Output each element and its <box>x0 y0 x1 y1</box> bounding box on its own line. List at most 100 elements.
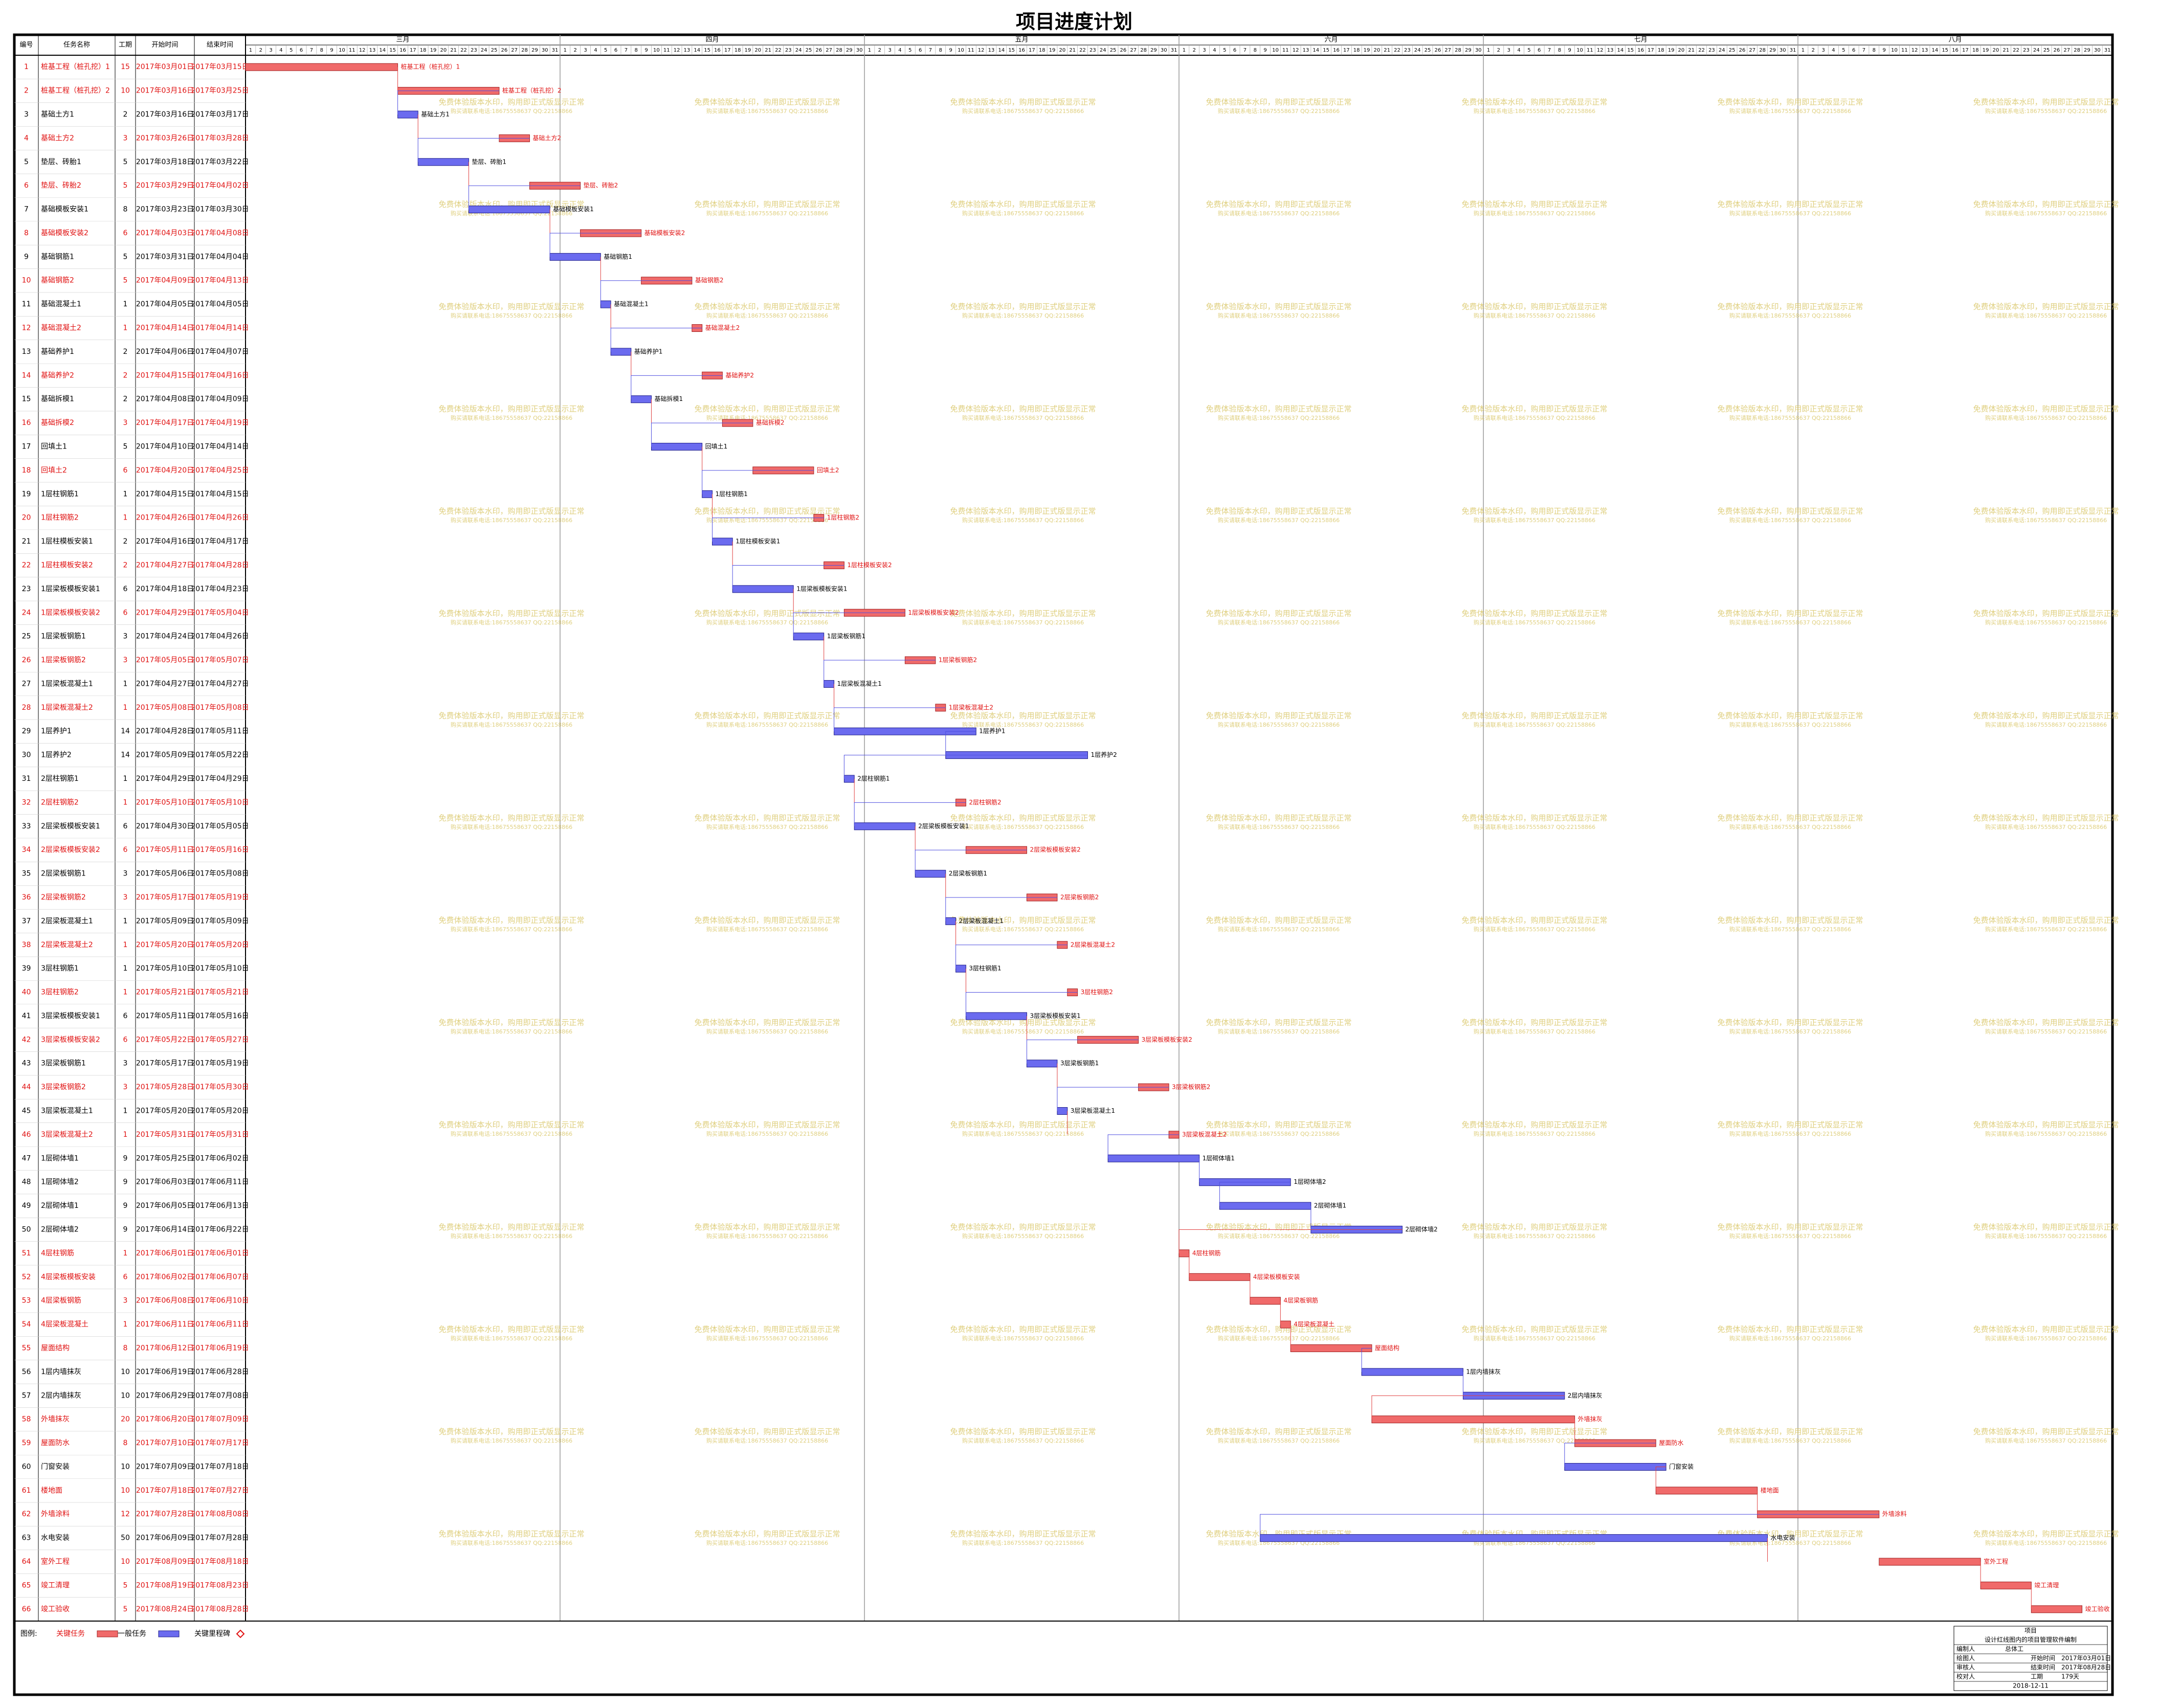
task-bar <box>1280 1320 1291 1329</box>
day-label: 30 <box>2094 48 2101 53</box>
watermark: 购买请联系电话:18675558637 QQ:22158866 <box>451 1539 572 1546</box>
table-cell: 垫层、砖胎2 <box>41 182 81 190</box>
day-label: 2 <box>259 48 262 53</box>
column-header: 开始时间 <box>151 41 178 49</box>
table-cell: 13 <box>22 348 31 356</box>
table-cell: 2017年03月26日 <box>136 134 194 142</box>
watermark: 免费体验版本水印，购用即正式版显示正常 <box>694 916 840 925</box>
day-label: 21 <box>1069 48 1076 53</box>
day-label: 19 <box>430 48 437 53</box>
watermark: 购买请联系电话:18675558637 QQ:22158866 <box>1218 516 1340 524</box>
watermark: 购买请联系电话:18675558637 QQ:22158866 <box>1474 414 1595 421</box>
bar-label: 水电安装 <box>1771 1534 1795 1541</box>
table-cell: 基础模板安装2 <box>41 229 88 237</box>
watermark: 购买请联系电话:18675558637 QQ:22158866 <box>1218 619 1340 626</box>
table-cell: 1 <box>123 917 128 925</box>
table-cell: 1层柱钢筋2 <box>41 513 79 522</box>
info-text: 设计红线图内的项目管理软件编制 <box>1985 1636 2077 1644</box>
table-cell: 3层梁板混凝土1 <box>41 1107 93 1115</box>
table-cell: 2017年05月21日 <box>136 988 194 997</box>
link-line <box>843 755 1088 779</box>
day-label: 20 <box>1373 48 1380 53</box>
table-cell: 51 <box>22 1249 31 1257</box>
info-text: 工期 <box>2031 1673 2043 1680</box>
table-cell: 2017年04月14日 <box>191 324 249 332</box>
watermark: 免费体验版本水印，购用即正式版显示正常 <box>1973 711 2119 721</box>
watermark: 免费体验版本水印，购用即正式版显示正常 <box>694 1120 840 1130</box>
day-label: 20 <box>1678 48 1685 53</box>
watermark: 购买请联系电话:18675558637 QQ:22158866 <box>1729 823 1851 830</box>
watermark: 免费体验版本水印，购用即正式版显示正常 <box>1973 507 2119 516</box>
link-line <box>732 565 844 589</box>
watermark: 免费体验版本水印，购用即正式版显示正常 <box>1973 814 2119 823</box>
day-label: 29 <box>1150 48 1157 53</box>
table-cell: 1层砌体墙1 <box>41 1154 79 1162</box>
day-label: 8 <box>1558 48 1561 53</box>
day-label: 16 <box>1018 48 1025 53</box>
day-label: 6 <box>614 48 617 53</box>
watermark: 购买请联系电话:18675558637 QQ:22158866 <box>1729 1028 1851 1035</box>
link-line <box>549 233 641 257</box>
bar-label: 2层梁板模板安装2 <box>1030 846 1080 853</box>
link-line <box>945 897 1057 922</box>
table-cell: 58 <box>22 1415 31 1424</box>
watermark: 免费体验版本水印，购用即正式版显示正常 <box>1717 1325 1863 1334</box>
frame <box>13 33 2114 1696</box>
day-label: 14 <box>998 48 1005 53</box>
table-cell: 2017年04月10日 <box>136 443 194 451</box>
day-label: 9 <box>644 48 648 53</box>
watermark: 免费体验版本水印，购用即正式版显示正常 <box>1973 1018 2119 1027</box>
table-cell: 38 <box>22 941 31 949</box>
month-label: 五月 <box>1015 36 1029 44</box>
table-cell: 2017年06月10日 <box>191 1297 249 1305</box>
month-label: 六月 <box>1325 36 1338 44</box>
month-label: 四月 <box>705 36 719 44</box>
watermark: 购买请联系电话:18675558637 QQ:22158866 <box>962 823 1084 830</box>
table-cell: 47 <box>22 1154 31 1162</box>
table-cell: 基础钢筋1 <box>41 252 74 261</box>
day-label: 6 <box>1233 48 1236 53</box>
day-label: 11 <box>1587 48 1593 53</box>
table-cell: 2017年05月10日 <box>191 798 249 806</box>
watermark: 购买请联系电话:18675558637 QQ:22158866 <box>1729 210 1851 217</box>
table-cell: 2017年08月24日 <box>136 1605 194 1613</box>
day-label: 17 <box>1029 48 1035 53</box>
watermark: 免费体验版本水印，购用即正式版显示正常 <box>694 1427 840 1436</box>
task-bar <box>1290 1344 1372 1352</box>
watermark: 购买请联系电话:18675558637 QQ:22158866 <box>451 1130 572 1137</box>
table-cell: 56 <box>22 1368 31 1376</box>
day-label: 14 <box>1313 48 1319 53</box>
table-cell: 2017年03月15日 <box>191 63 249 71</box>
watermark: 免费体验版本水印，购用即正式版显示正常 <box>438 711 584 721</box>
table-cell: 2017年04月15日 <box>136 371 194 379</box>
watermark: 免费体验版本水印，购用即正式版显示正常 <box>694 507 840 516</box>
table-cell: 17 <box>22 443 31 451</box>
table-cell: 2017年06月02日 <box>191 1154 249 1162</box>
watermark: 购买请联系电话:18675558637 QQ:22158866 <box>1729 516 1851 524</box>
table-cell: 1 <box>123 1249 128 1257</box>
table-cell: 5 <box>123 277 128 285</box>
day-label: 12 <box>359 48 366 53</box>
watermark: 免费体验版本水印，购用即正式版显示正常 <box>1717 1018 1863 1027</box>
table-cell: 33 <box>22 822 31 830</box>
day-label: 29 <box>1465 48 1472 53</box>
watermark: 购买请联系电话:18675558637 QQ:22158866 <box>1474 926 1595 933</box>
day-label: 22 <box>1698 48 1705 53</box>
table-cell: 6 <box>123 609 128 617</box>
table-cell: 2017年05月11日 <box>191 727 249 735</box>
watermark: 免费体验版本水印，购用即正式版显示正常 <box>1206 1120 1351 1130</box>
table-cell: 2017年07月28日 <box>136 1510 194 1518</box>
table-cell: 桩基工程（桩孔挖）1 <box>41 62 110 71</box>
table-cell: 2017年03月30日 <box>191 206 249 214</box>
day-label: 13 <box>369 48 376 53</box>
day-label: 15 <box>1008 48 1015 53</box>
watermark: 购买请联系电话:18675558637 QQ:22158866 <box>1729 107 1851 115</box>
table-cell: 2017年04月28日 <box>136 727 194 735</box>
table-cell: 2017年04月06日 <box>136 348 194 356</box>
watermark: 购买请联系电话:18675558637 QQ:22158866 <box>451 721 572 728</box>
day-label: 9 <box>1568 48 1571 53</box>
table-cell: 6 <box>123 1036 128 1044</box>
table-cell: 10 <box>121 1487 130 1495</box>
table-cell: 水电安装 <box>41 1534 70 1542</box>
table-cell: 回填土2 <box>41 466 67 475</box>
